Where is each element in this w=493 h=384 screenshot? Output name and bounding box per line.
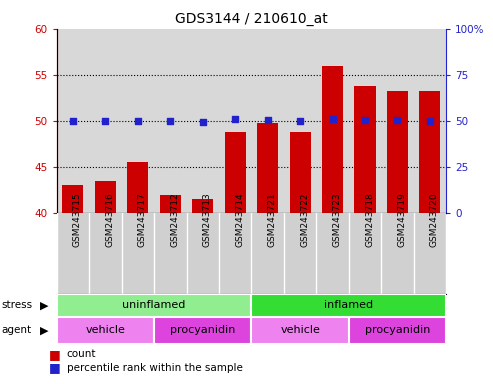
- Text: GDS3144 / 210610_at: GDS3144 / 210610_at: [175, 12, 328, 26]
- Point: [361, 117, 369, 123]
- Text: vehicle: vehicle: [85, 325, 125, 335]
- Point: [134, 118, 142, 124]
- Bar: [349, 317, 446, 344]
- Text: GSM243714: GSM243714: [235, 192, 244, 247]
- Text: GSM243722: GSM243722: [300, 192, 309, 247]
- Text: GSM243721: GSM243721: [268, 192, 277, 247]
- Text: GSM243720: GSM243720: [430, 192, 439, 247]
- Point: [69, 118, 77, 124]
- Text: agent: agent: [1, 325, 31, 335]
- Text: count: count: [67, 349, 96, 359]
- Point: [231, 116, 239, 122]
- Text: percentile rank within the sample: percentile rank within the sample: [67, 363, 243, 373]
- Point: [102, 118, 109, 124]
- Point: [296, 118, 304, 124]
- Bar: [225, 132, 246, 213]
- Bar: [57, 317, 154, 344]
- Bar: [289, 132, 311, 213]
- Text: inflamed: inflamed: [324, 300, 373, 310]
- Text: ■: ■: [49, 361, 61, 374]
- Text: uninflamed: uninflamed: [122, 300, 186, 310]
- Text: GSM243723: GSM243723: [333, 192, 342, 247]
- Text: GSM243717: GSM243717: [138, 192, 147, 247]
- Point: [264, 117, 272, 123]
- Text: GSM243716: GSM243716: [106, 192, 114, 247]
- Text: ▶: ▶: [40, 300, 49, 310]
- Bar: [63, 185, 83, 213]
- Bar: [154, 317, 251, 344]
- Bar: [57, 294, 251, 317]
- Text: GSM243718: GSM243718: [365, 192, 374, 247]
- Bar: [322, 66, 343, 213]
- Text: procyanidin: procyanidin: [170, 325, 236, 335]
- Bar: [95, 181, 116, 213]
- Text: GSM243715: GSM243715: [73, 192, 82, 247]
- Point: [329, 116, 337, 122]
- Text: GSM243719: GSM243719: [397, 192, 407, 247]
- Text: GSM243713: GSM243713: [203, 192, 212, 247]
- Point: [199, 119, 207, 125]
- Text: procyanidin: procyanidin: [365, 325, 430, 335]
- Bar: [192, 199, 213, 213]
- Point: [426, 118, 434, 124]
- Text: vehicle: vehicle: [280, 325, 320, 335]
- Point: [393, 117, 401, 123]
- Text: stress: stress: [1, 300, 32, 310]
- Point: [166, 118, 174, 124]
- Bar: [354, 86, 376, 213]
- Bar: [251, 294, 446, 317]
- Text: ▶: ▶: [40, 325, 49, 335]
- Bar: [127, 162, 148, 213]
- Bar: [387, 91, 408, 213]
- Bar: [160, 195, 181, 213]
- Text: GSM243712: GSM243712: [170, 192, 179, 247]
- Bar: [257, 123, 278, 213]
- Bar: [420, 91, 440, 213]
- Bar: [251, 317, 349, 344]
- Text: ■: ■: [49, 348, 61, 361]
